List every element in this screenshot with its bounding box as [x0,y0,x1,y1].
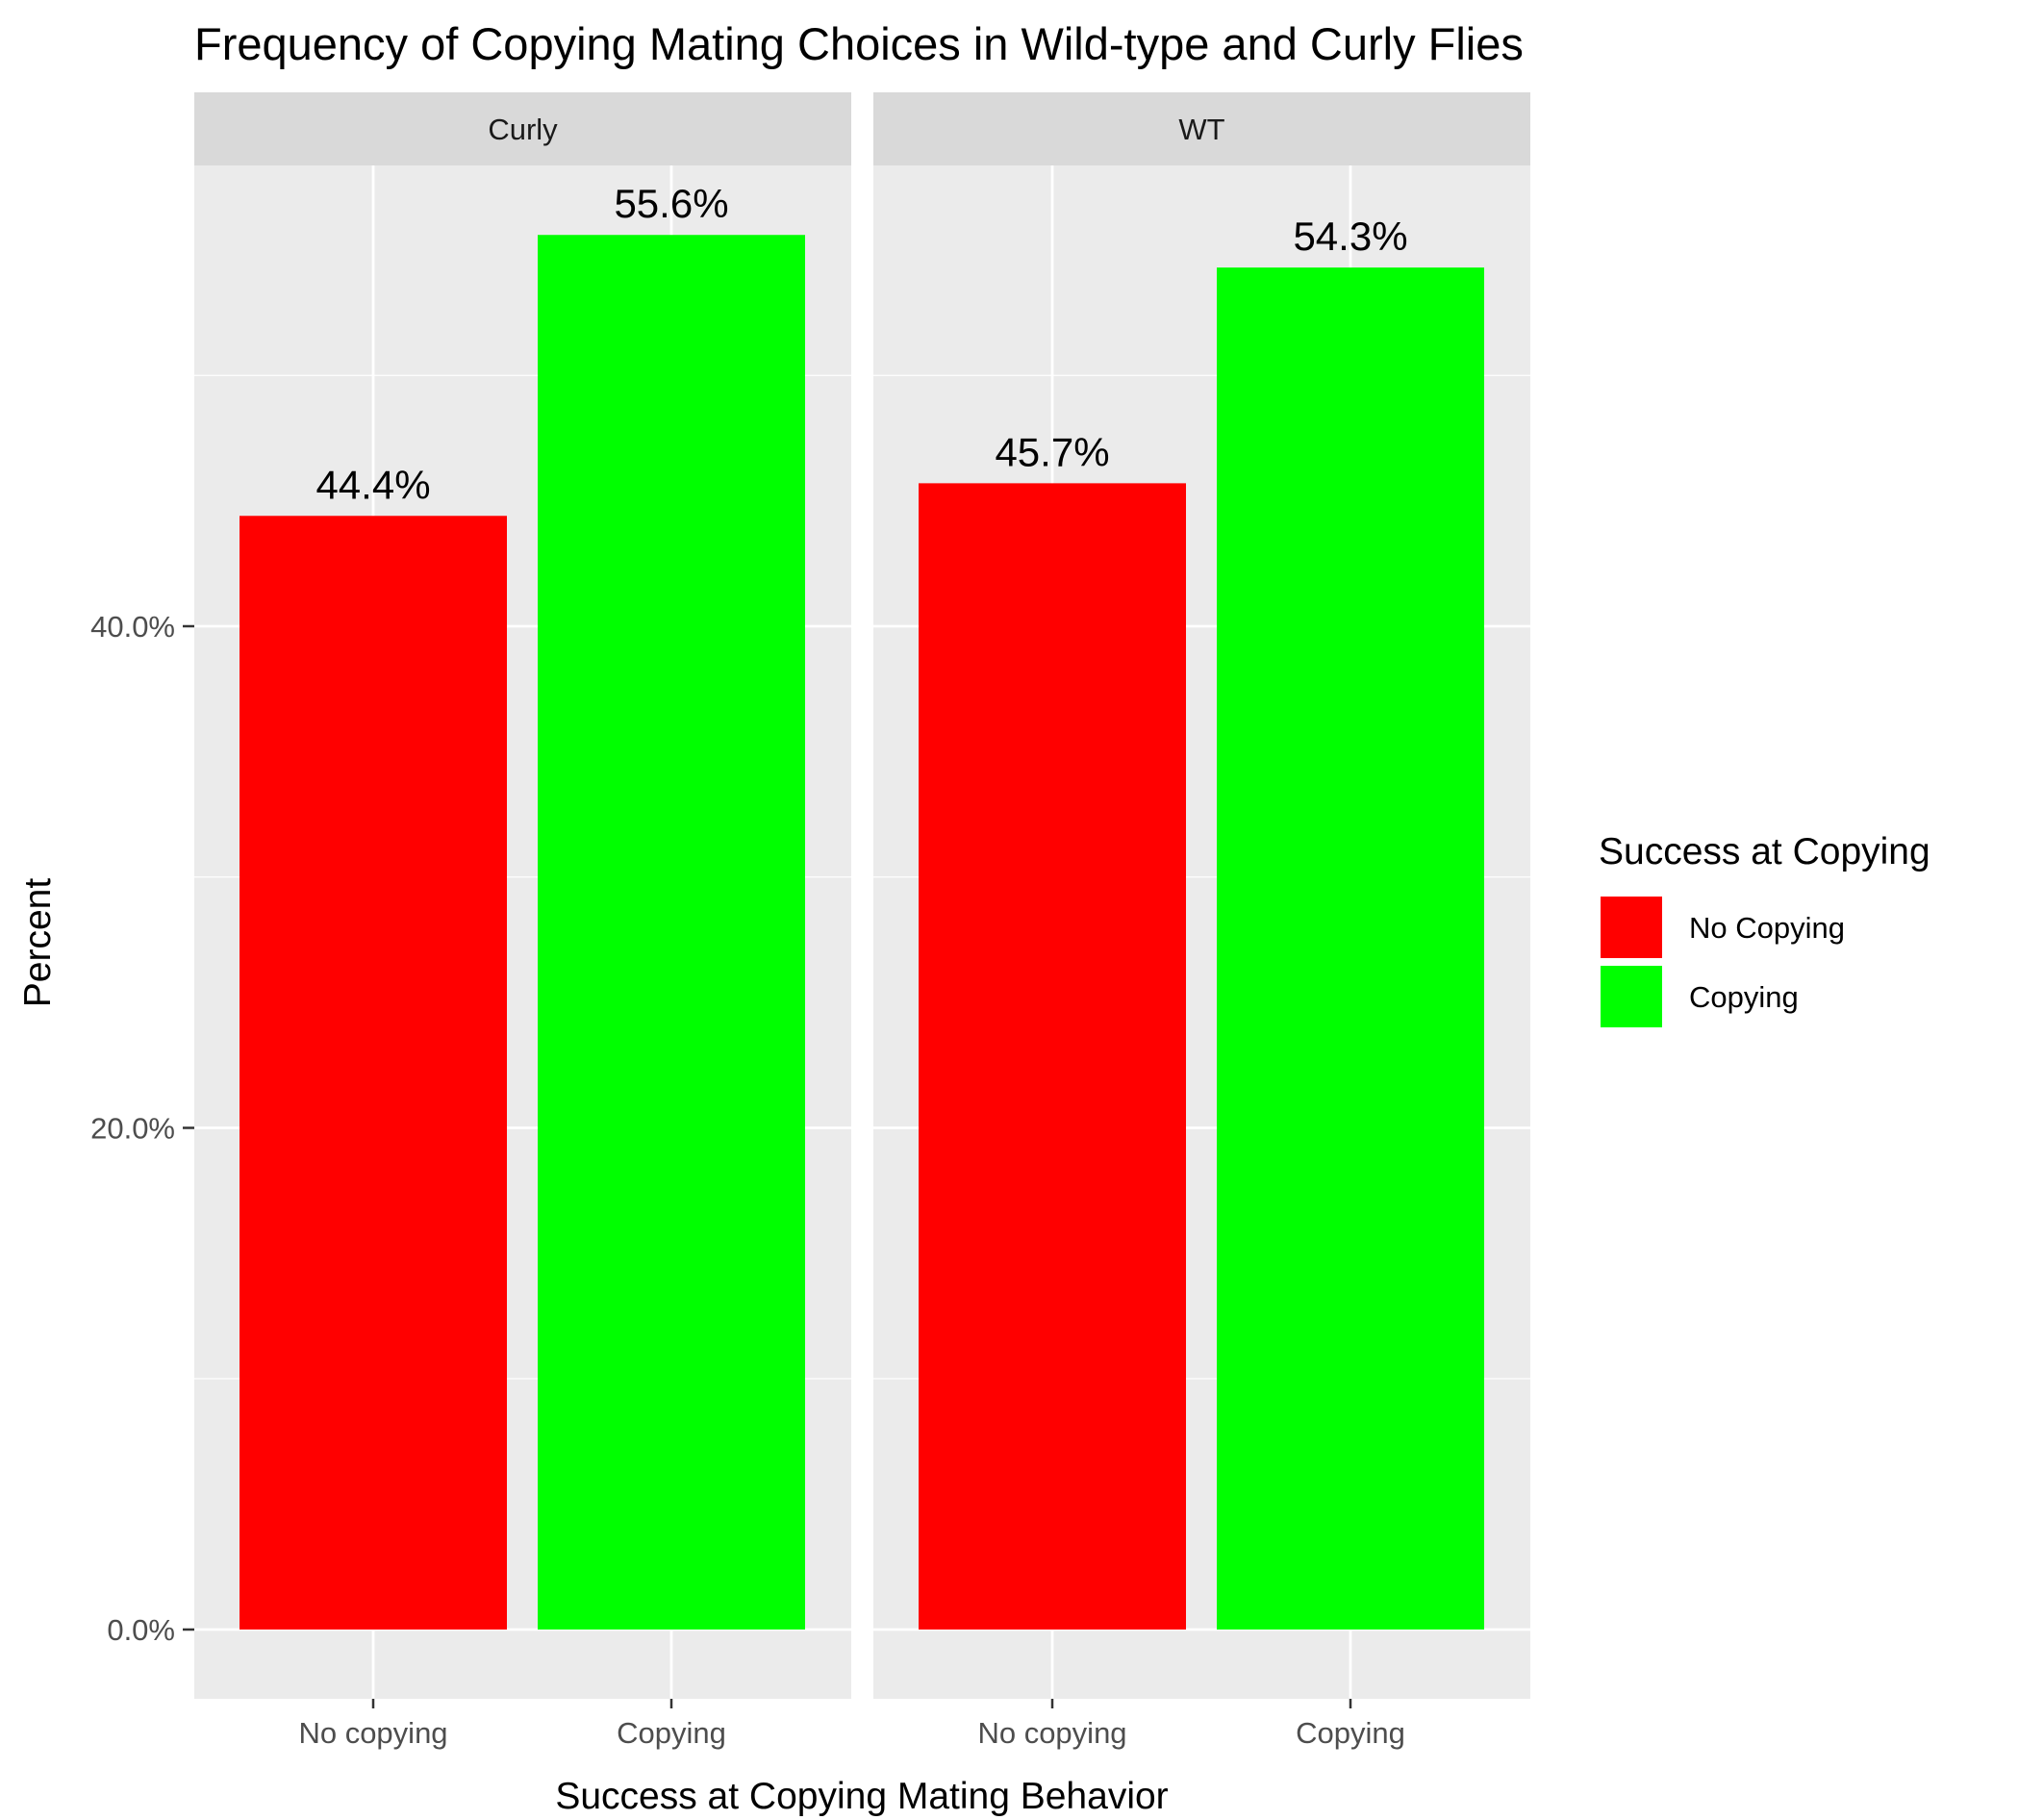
bar-wt-copying [1217,267,1484,1630]
facet-strip [873,92,1530,165]
data-label: 44.4% [315,462,430,507]
legend-label: Copying [1689,980,1799,1014]
facet-strip [194,92,851,165]
facet-panels: Curly 44.4% 55.6% No copying Copying WT 45.7% 5… [194,92,1530,1750]
legend-label: No Copying [1689,911,1845,945]
facet-panel-curly: Curly 44.4% 55.6% No copying Copying [194,92,851,1750]
bar-wt-no-copying [919,483,1186,1630]
x-tick-label: Copying [617,1716,726,1750]
bar-curly-copying [538,235,805,1630]
x-tick-label: No copying [298,1716,447,1750]
data-label: 55.6% [614,181,728,226]
y-tick-label: 0.0% [107,1613,175,1647]
y-tick-label: 20.0% [90,1112,175,1146]
legend-swatch [1601,966,1662,1027]
bar-curly-no-copying [240,516,507,1630]
x-tick-label: No copying [977,1716,1126,1750]
chart-title: Frequency of Copying Mating Choices in W… [194,18,1524,69]
facet-panel-wt: WT 45.7% 54.3% No copying Copying [873,92,1530,1750]
data-label: 54.3% [1293,214,1407,259]
data-label: 45.7% [995,429,1109,474]
legend-title: Success at Copying [1599,831,1930,872]
legend-item: No Copying [1599,895,1845,960]
y-axis: 0.0% 20.0% 40.0% [90,610,194,1647]
y-axis-title: Percent [17,878,59,1008]
legend: Success at Copying No Copying Copying [1599,831,1930,1029]
legend-items: No Copying Copying [1599,895,1845,1029]
y-tick-label: 40.0% [90,610,175,644]
x-axis-title: Success at Copying Mating Behavior [555,1776,1168,1817]
legend-item: Copying [1599,964,1799,1029]
facet-strip-label: Curly [488,113,558,146]
x-tick-label: Copying [1296,1716,1405,1750]
facet-strip-label: WT [1178,113,1224,146]
legend-swatch [1601,897,1662,958]
